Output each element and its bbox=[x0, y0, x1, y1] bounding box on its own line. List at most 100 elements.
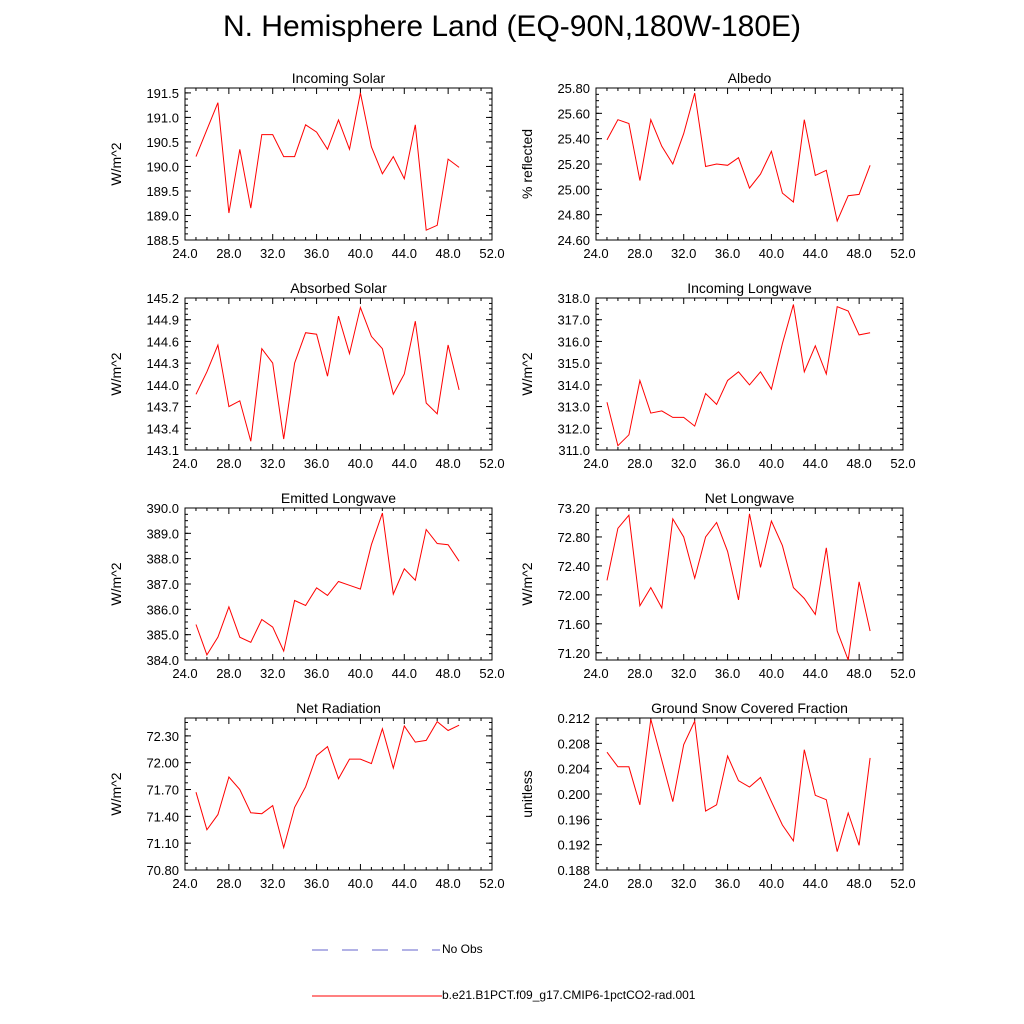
page-title: N. Hemisphere Land (EQ-90N,180W-180E) bbox=[222, 10, 802, 43]
x-tick-label: 52.0 bbox=[890, 876, 915, 891]
x-tick-label: 40.0 bbox=[348, 246, 373, 261]
chart-title: Incoming Longwave bbox=[687, 280, 812, 296]
y-axis-label: W/m^2 bbox=[519, 562, 535, 605]
plot-frame bbox=[184, 297, 493, 451]
x-tick-label: 24.0 bbox=[172, 456, 197, 471]
x-tick-label: 32.0 bbox=[260, 456, 285, 471]
legend-label: b.e21.B1PCT.f09_g17.CMIP6-1pctCO2-rad.00… bbox=[442, 988, 696, 1002]
y-tick-label: 72.00 bbox=[557, 588, 590, 603]
plot-frame bbox=[595, 87, 904, 241]
plot-frame bbox=[184, 717, 493, 871]
chart-title: Net Longwave bbox=[705, 490, 795, 506]
y-tick-label: 144.3 bbox=[146, 356, 179, 371]
x-tick-label: 36.0 bbox=[304, 666, 329, 681]
y-tick-label: 25.60 bbox=[557, 106, 590, 121]
x-tick-label: 24.0 bbox=[583, 876, 608, 891]
x-tick-label: 44.0 bbox=[392, 666, 417, 681]
legend-swatch-dashed bbox=[312, 949, 440, 951]
y-tick-label: 24.60 bbox=[557, 233, 590, 248]
y-tick-label: 25.20 bbox=[557, 157, 590, 172]
y-tick-label: 144.6 bbox=[146, 334, 179, 349]
chart-title: Albedo bbox=[728, 70, 772, 86]
x-tick-label: 40.0 bbox=[759, 666, 784, 681]
chart-panel: Incoming Longwave W/m^2 24.0 28.0 32.0 36.0 40… bbox=[519, 280, 916, 471]
y-tick-label: 0.188 bbox=[557, 863, 590, 878]
x-tick-label: 44.0 bbox=[803, 876, 828, 891]
x-tick-label: 44.0 bbox=[803, 456, 828, 471]
x-tick-label: 28.0 bbox=[216, 456, 241, 471]
chart-title: Incoming Solar bbox=[292, 70, 386, 86]
x-tick-label: 52.0 bbox=[479, 246, 504, 261]
y-tick-label: 71.60 bbox=[557, 617, 590, 632]
y-axis-label: unitless bbox=[519, 770, 535, 817]
y-tick-label: 144.0 bbox=[146, 378, 179, 393]
plot-frame bbox=[184, 87, 493, 241]
chart-title: Ground Snow Covered Fraction bbox=[651, 700, 848, 716]
y-tick-label: 386.0 bbox=[146, 602, 179, 617]
x-tick-label: 40.0 bbox=[759, 246, 784, 261]
y-tick-label: 145.2 bbox=[146, 291, 179, 306]
y-tick-label: 313.0 bbox=[557, 400, 590, 415]
series-line bbox=[606, 304, 871, 447]
y-tick-label: 318.0 bbox=[557, 291, 590, 306]
chart-panel: Absorbed Solar W/m^2 24.0 28.0 32.0 36.0 40.0 4… bbox=[108, 280, 505, 471]
y-tick-label: 0.204 bbox=[557, 762, 590, 777]
y-axis-label: W/m^2 bbox=[519, 352, 535, 395]
y-tick-label: 25.00 bbox=[557, 182, 590, 197]
y-tick-label: 188.5 bbox=[146, 233, 179, 248]
plot-frame bbox=[184, 507, 493, 661]
y-tick-label: 0.192 bbox=[557, 838, 590, 853]
x-tick-label: 24.0 bbox=[583, 666, 608, 681]
chart-panel: Net Radiation W/m^2 24.0 28.0 32.0 36.0 40.0 44… bbox=[108, 700, 505, 891]
series-line bbox=[195, 305, 460, 442]
y-tick-label: 73.20 bbox=[557, 501, 590, 516]
y-tick-label: 316.0 bbox=[557, 334, 590, 349]
x-tick-label: 40.0 bbox=[348, 876, 373, 891]
y-tick-label: 25.80 bbox=[557, 81, 590, 96]
series-line bbox=[195, 92, 460, 231]
x-tick-label: 24.0 bbox=[583, 456, 608, 471]
x-tick-label: 44.0 bbox=[392, 246, 417, 261]
plot-frame bbox=[595, 507, 904, 661]
x-tick-label: 52.0 bbox=[479, 876, 504, 891]
y-tick-label: 311.0 bbox=[558, 443, 590, 458]
x-tick-label: 28.0 bbox=[216, 876, 241, 891]
x-tick-label: 24.0 bbox=[583, 246, 608, 261]
x-tick-label: 32.0 bbox=[260, 666, 285, 681]
x-tick-label: 48.0 bbox=[435, 456, 460, 471]
x-tick-label: 28.0 bbox=[216, 666, 241, 681]
x-tick-label: 40.0 bbox=[759, 456, 784, 471]
x-tick-label: 52.0 bbox=[890, 456, 915, 471]
y-tick-label: 190.0 bbox=[146, 159, 179, 174]
y-tick-label: 25.40 bbox=[557, 132, 590, 147]
y-tick-label: 190.5 bbox=[146, 135, 179, 150]
y-tick-label: 72.40 bbox=[557, 559, 590, 574]
x-tick-label: 52.0 bbox=[890, 246, 915, 261]
chart-title: Net Radiation bbox=[296, 700, 381, 716]
y-axis-label: W/m^2 bbox=[108, 142, 124, 185]
x-tick-label: 52.0 bbox=[890, 666, 915, 681]
x-tick-label: 28.0 bbox=[627, 456, 652, 471]
y-tick-label: 314.0 bbox=[557, 378, 590, 393]
y-tick-label: 189.0 bbox=[146, 208, 179, 223]
x-tick-label: 28.0 bbox=[216, 246, 241, 261]
x-tick-label: 52.0 bbox=[479, 666, 504, 681]
series-line bbox=[195, 720, 460, 850]
y-tick-label: 189.5 bbox=[146, 184, 179, 199]
plot-frame bbox=[595, 717, 904, 871]
plot-frame bbox=[595, 297, 904, 451]
x-tick-label: 44.0 bbox=[392, 876, 417, 891]
x-tick-label: 48.0 bbox=[846, 456, 871, 471]
x-tick-label: 32.0 bbox=[260, 246, 285, 261]
x-tick-label: 36.0 bbox=[304, 456, 329, 471]
y-tick-label: 390.0 bbox=[146, 501, 179, 516]
x-tick-label: 48.0 bbox=[846, 666, 871, 681]
x-tick-label: 44.0 bbox=[392, 456, 417, 471]
y-axis-label: W/m^2 bbox=[108, 772, 124, 815]
x-tick-label: 48.0 bbox=[846, 246, 871, 261]
x-tick-label: 28.0 bbox=[627, 246, 652, 261]
y-axis-label: % reflected bbox=[519, 129, 535, 199]
y-tick-label: 389.0 bbox=[146, 526, 179, 541]
x-tick-label: 24.0 bbox=[172, 246, 197, 261]
